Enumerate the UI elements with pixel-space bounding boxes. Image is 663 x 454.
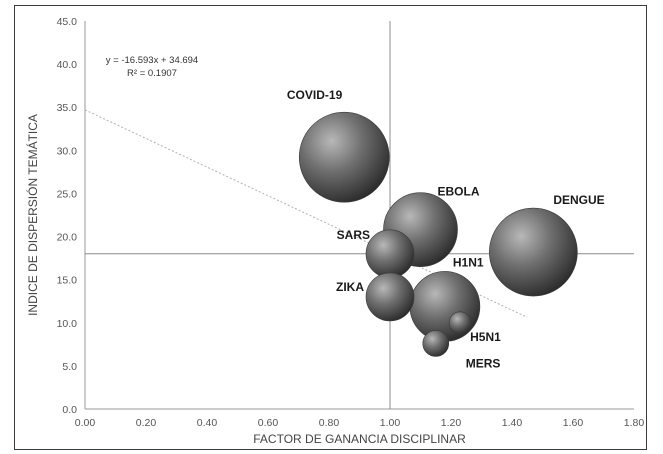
bubble-covid-19 [298,111,390,203]
bubble-mers [422,330,450,357]
bubble-chart: COVID-19DENGUEEBOLAH1N1SARSZIKAH5N1MERS … [25,16,645,446]
y-tick-label: 10.0 [57,318,78,330]
bubble-label-sars: SARS [337,228,370,242]
x-tick-label: 0.00 [75,417,96,429]
y-tick-label: 20.0 [57,232,78,244]
trendline-r2: R² = 0.1907 [127,68,177,79]
x-tick-label: 0.20 [136,417,157,429]
x-tick-label: 1.20 [441,417,462,429]
bubble-label-h5n1: H5N1 [470,330,501,344]
x-tick-label: 1.00 [380,417,401,429]
bubble-label-covid-19: COVID-19 [287,88,343,102]
trendline-group [84,109,528,318]
bubble-label-ebola: EBOLA [438,185,480,199]
bubble-zika [365,272,415,322]
chart-frame: COVID-19 DENGUE EBOLA H1N1 SARS ZIKA H5N1 MERS … [14,5,647,450]
bubble-label-mers: MERS [466,356,501,370]
y-axis-title: INDICE DE DISPERSIÓN TEMÁTICA [25,114,40,316]
trendline [84,109,528,318]
x-tick-label: 1.40 [502,417,523,429]
axes [84,21,634,410]
y-tick-label: 30.0 [57,145,78,157]
bubble-sars [365,229,415,279]
y-tick-label: 5.0 [62,361,77,373]
x-tick-label: 1.80 [624,417,645,429]
x-tick-label: 1.60 [563,417,584,429]
trendline-equation: y = -16.593x + 34.694 [106,55,198,66]
bubble-label-dengue: DENGUE [553,193,604,207]
bubble-dengue [489,207,578,297]
tick-labels: 0.00 0.20 0.40 0.60 0.80 1.00 1.20 1.40 1.60 1.80… [57,16,645,429]
bubbles [298,111,578,357]
y-tick-label: 25.0 [57,188,78,200]
bubble-label-zika: ZIKA [336,280,364,294]
y-tick-label: 40.0 [57,59,78,71]
x-tick-label: 0.80 [319,417,340,429]
bubble-h5n1 [448,311,472,335]
y-tick-label: 35.0 [57,102,78,114]
y-tick-label: 0.0 [62,404,77,416]
x-tick-label: 0.40 [197,417,218,429]
bubble-label-h1n1: H1N1 [453,255,484,269]
x-axis-title: FACTOR DE GANANCIA DISCIPLINAR [253,432,466,446]
x-tick-label: 0.60 [258,417,279,429]
y-tick-label: 45.0 [57,16,78,28]
bubble-labels: COVID-19 DENGUE EBOLA H1N1 SARS ZIKA H5N1 MERS [287,88,605,370]
y-tick-label: 15.0 [57,275,78,287]
